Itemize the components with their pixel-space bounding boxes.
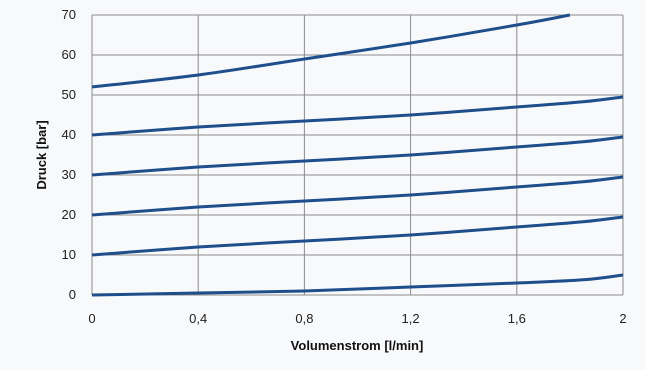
y-tick-label: 50 [62,87,76,102]
x-tick-label: 0,8 [295,311,313,326]
x-axis-ticks: 0 0,4 0,8 1,2 1,6 2 [88,311,626,326]
series-line-3 [91,175,624,217]
series-line-1 [91,273,624,297]
y-axis-title: Druck [bar] [34,120,49,189]
x-tick-label: 0,4 [189,311,207,326]
y-tick-label: 20 [62,207,76,222]
series-line-6 [91,13,571,89]
x-tick-label: 2 [619,311,626,326]
x-tick-label: 1,6 [508,311,526,326]
x-tick-label: 1,2 [402,311,420,326]
grid [91,14,624,296]
x-tick-label: 0 [88,311,95,326]
series-group [91,13,624,297]
y-tick-label: 60 [62,47,76,62]
x-axis-title: Volumenstrom [l/min] [291,338,424,353]
y-tick-label: 40 [62,127,76,142]
y-tick-label: 0 [69,287,76,302]
series-line-4 [91,135,624,177]
series-line-2 [91,215,624,257]
y-tick-label: 70 [62,7,76,22]
y-tick-label: 30 [62,167,76,182]
y-axis-ticks: 0 10 20 30 40 50 60 70 [62,7,76,302]
series-line-5 [91,95,624,137]
y-tick-label: 10 [62,247,76,262]
